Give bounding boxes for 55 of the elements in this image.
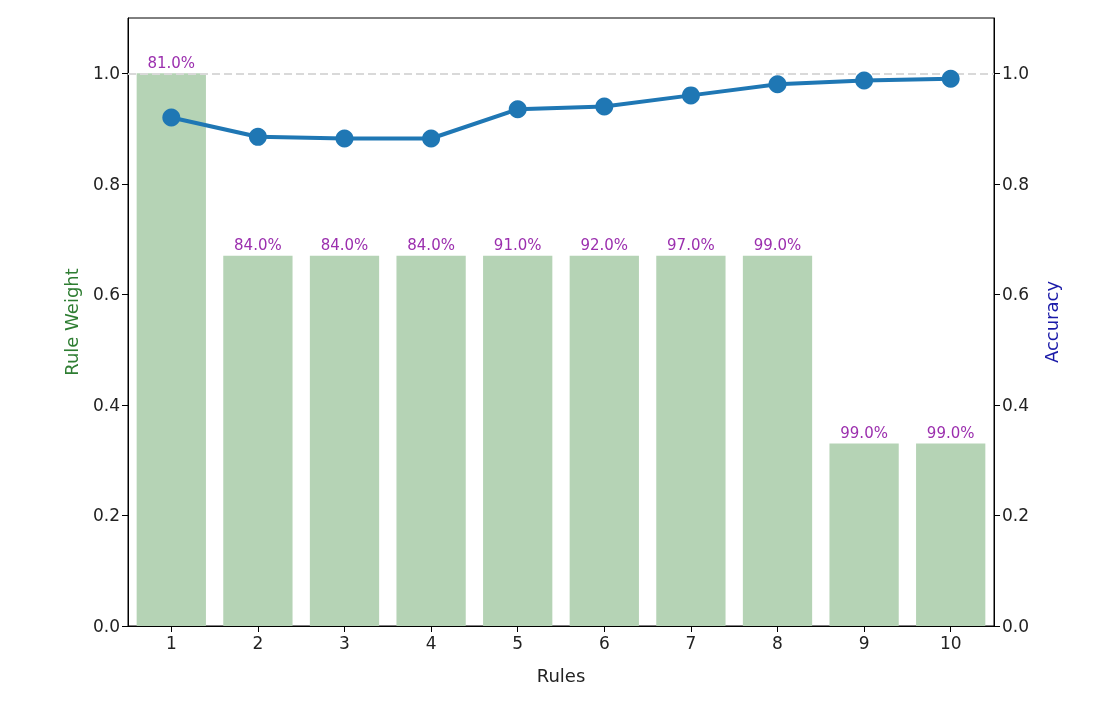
x-tick-label: 8 xyxy=(772,632,783,653)
point xyxy=(768,75,787,94)
y-tick-label: 0.8 xyxy=(92,173,120,194)
y2-tick-label: 0.4 xyxy=(1002,394,1030,415)
x-tick-label: 9 xyxy=(858,632,870,653)
annotation: 91.0% xyxy=(493,236,542,255)
point xyxy=(595,97,614,116)
x-tick-label: 1 xyxy=(165,632,177,653)
bar xyxy=(742,255,813,626)
bar xyxy=(916,443,986,626)
bar xyxy=(483,255,553,626)
annotation: 99.0% xyxy=(926,424,975,443)
point xyxy=(855,71,874,90)
point xyxy=(162,108,181,127)
y2-tick-label: 0.0 xyxy=(1002,616,1030,636)
bar xyxy=(309,255,380,626)
point xyxy=(248,127,267,146)
x-tick-label: 10 xyxy=(939,632,962,653)
x-tick-label: 4 xyxy=(425,632,437,653)
x-axis-title: Rules xyxy=(536,664,586,686)
annotation: 99.0% xyxy=(840,424,888,443)
point xyxy=(335,129,354,148)
x-tick-label: 5 xyxy=(512,632,524,653)
y-axis-title: Rule Weight xyxy=(60,268,82,376)
bar xyxy=(223,255,293,626)
annotation: 97.0% xyxy=(667,236,715,255)
y-tick-label: 1.0 xyxy=(92,63,120,84)
annotation: 92.0% xyxy=(580,236,629,255)
y-tick-label: 0.0 xyxy=(92,616,120,636)
y2-axis-title: Accuracy xyxy=(1040,280,1062,364)
y-tick-label: 0.6 xyxy=(92,284,120,305)
y-tick-label: 0.2 xyxy=(92,505,120,526)
x-tick-label: 7 xyxy=(685,632,697,653)
bar xyxy=(656,255,726,626)
bar xyxy=(569,255,639,626)
y2-tick-label: 0.8 xyxy=(1002,173,1030,194)
annotation: 99.0% xyxy=(753,236,802,255)
annotation: 84.0% xyxy=(407,236,455,255)
x-tick-label: 2 xyxy=(252,632,264,653)
point xyxy=(941,69,960,88)
x-tick-label: 6 xyxy=(598,632,610,653)
y2-tick-label: 1.0 xyxy=(1002,63,1030,84)
annotation: 84.0% xyxy=(234,236,282,255)
annotation: 81.0% xyxy=(147,53,196,72)
annotation: 84.0% xyxy=(320,236,369,255)
point xyxy=(422,129,441,148)
point xyxy=(508,100,527,119)
x-tick-label: 3 xyxy=(339,632,350,653)
y2-tick-label: 0.6 xyxy=(1002,284,1030,305)
point xyxy=(681,86,700,105)
y-tick-label: 0.4 xyxy=(92,394,120,415)
bar xyxy=(396,255,466,626)
bar xyxy=(829,443,899,626)
bar xyxy=(136,73,206,626)
y2-tick-label: 0.2 xyxy=(1002,505,1030,526)
